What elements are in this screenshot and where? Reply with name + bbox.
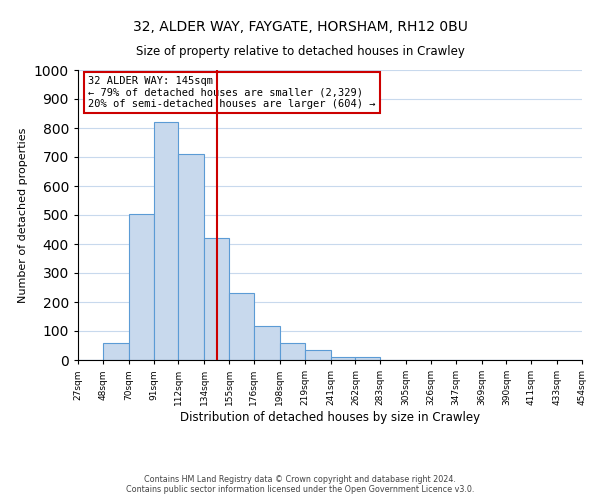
Text: 32, ALDER WAY, FAYGATE, HORSHAM, RH12 0BU: 32, ALDER WAY, FAYGATE, HORSHAM, RH12 0B… <box>133 20 467 34</box>
Text: Contains HM Land Registry data © Crown copyright and database right 2024.: Contains HM Land Registry data © Crown c… <box>144 476 456 484</box>
Y-axis label: Number of detached properties: Number of detached properties <box>18 128 28 302</box>
Bar <box>355 356 380 360</box>
X-axis label: Distribution of detached houses by size in Crawley: Distribution of detached houses by size … <box>180 411 480 424</box>
Text: Size of property relative to detached houses in Crawley: Size of property relative to detached ho… <box>136 45 464 58</box>
Bar <box>178 154 204 360</box>
Bar <box>254 326 280 360</box>
Bar <box>204 238 229 360</box>
Text: 32 ALDER WAY: 145sqm
← 79% of detached houses are smaller (2,329)
20% of semi-de: 32 ALDER WAY: 145sqm ← 79% of detached h… <box>88 76 376 109</box>
Text: Contains public sector information licensed under the Open Government Licence v3: Contains public sector information licen… <box>126 486 474 494</box>
Bar <box>103 344 129 360</box>
Bar <box>331 356 355 360</box>
Bar <box>229 292 254 360</box>
Bar <box>305 350 331 360</box>
Bar <box>129 214 154 360</box>
Bar <box>154 122 178 360</box>
Bar <box>280 344 305 360</box>
